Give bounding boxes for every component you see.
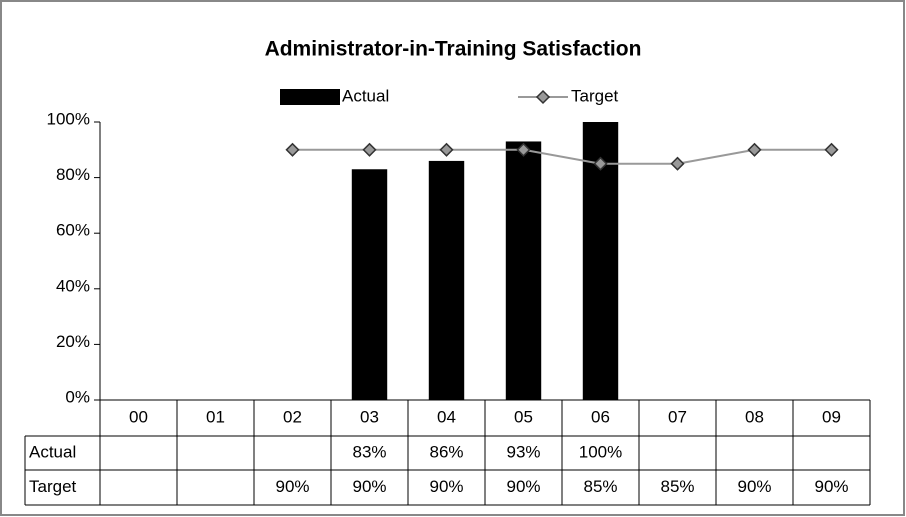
- y-tick-label: 40%: [56, 276, 90, 295]
- marker: [285, 142, 300, 157]
- x-tick-label: 07: [668, 407, 687, 426]
- table-row-label: Target: [29, 477, 77, 496]
- table-value: 90%: [506, 477, 540, 496]
- marker: [516, 142, 531, 157]
- legend-swatch: [280, 89, 340, 105]
- y-tick-label: 60%: [56, 221, 90, 240]
- legend-label: Actual: [342, 86, 389, 105]
- table-row-label: Actual: [29, 442, 76, 461]
- y-tick-label: 0%: [65, 387, 90, 406]
- marker: [670, 156, 685, 171]
- x-tick-label: 06: [591, 407, 610, 426]
- x-tick-label: 08: [745, 407, 764, 426]
- x-tick-label: 04: [437, 407, 456, 426]
- x-tick-label: 03: [360, 407, 379, 426]
- line: [292, 148, 832, 165]
- marker: [747, 142, 762, 157]
- x-tick-label: 09: [822, 407, 841, 426]
- table-value: 90%: [352, 477, 386, 496]
- y-tick-label: 20%: [56, 332, 90, 351]
- legend-label: Target: [571, 86, 619, 105]
- marker: [593, 156, 608, 171]
- y-tick-label: 100%: [47, 109, 90, 128]
- table-value: 90%: [814, 477, 848, 496]
- legend-marker: [535, 89, 551, 105]
- x-tick-label: 05: [514, 407, 533, 426]
- table-value: 93%: [506, 442, 540, 461]
- marker: [362, 142, 377, 157]
- x-tick-label: 02: [283, 407, 302, 426]
- table-value: 85%: [660, 477, 694, 496]
- bar: [351, 169, 388, 400]
- table-value: 85%: [583, 477, 617, 496]
- bar: [428, 160, 465, 400]
- table-value: 100%: [579, 442, 622, 461]
- x-tick-label: 00: [129, 407, 148, 426]
- table-value: 83%: [352, 442, 386, 461]
- table-value: 90%: [429, 477, 463, 496]
- table-value: 90%: [275, 477, 309, 496]
- bar: [505, 141, 542, 400]
- x-tick-label: 01: [206, 407, 225, 426]
- marker: [439, 142, 454, 157]
- marker: [824, 142, 839, 157]
- table-value: 86%: [429, 442, 463, 461]
- chart-title: Administrator-in-Training Satisfaction: [265, 38, 642, 61]
- table-value: 90%: [737, 477, 771, 496]
- y-tick-label: 80%: [56, 165, 90, 184]
